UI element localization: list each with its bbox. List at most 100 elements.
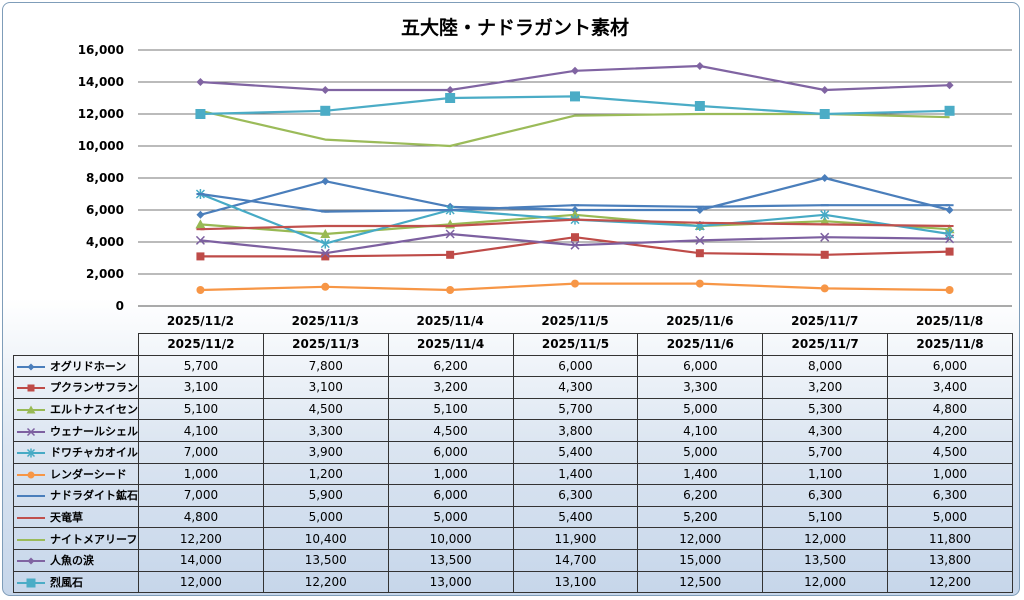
table-cell: 12,000 [138, 570, 264, 594]
table-cell: 1,000 [387, 462, 514, 486]
marker-diamond [27, 557, 35, 565]
series-line [200, 109, 950, 148]
marker-x-stroke [820, 232, 830, 242]
table-cell: 4,300 [762, 419, 889, 442]
legend-key [17, 448, 45, 458]
x-tick-label: 2025/11/5 [541, 314, 608, 328]
marker-circle [27, 471, 35, 479]
table-column-header: 2025/11/7 [762, 333, 889, 356]
table-cell: 5,700 [762, 440, 889, 464]
series-label: エルトナスイセン [13, 397, 139, 421]
table-cell: 4,800 [138, 505, 264, 529]
table-cell: 11,800 [887, 527, 1013, 550]
table-cell: 3,100 [138, 376, 264, 399]
data-point [321, 252, 330, 261]
data-point [445, 229, 455, 239]
table-cell: 6,000 [637, 354, 764, 378]
marker-x-stroke [320, 248, 330, 258]
data-point [695, 206, 704, 214]
data-point [820, 209, 830, 220]
series-name: ドワチャカオイル [50, 446, 138, 460]
data-point [196, 252, 205, 261]
table-row: ウェナールシェル 4,100 3,300 4,500 3,800 4,100 4,300 4,… [13, 419, 1013, 442]
series-label: 人魚の涙 [13, 548, 139, 572]
table-column-header: 2025/11/4 [387, 333, 514, 356]
series-name: ナイトメアリーフ [50, 532, 138, 546]
table-cell: 5,200 [637, 505, 764, 529]
data-point [320, 238, 330, 249]
table-cell: 7,000 [138, 440, 264, 464]
table-cell: 4,500 [262, 397, 389, 421]
data-point [820, 86, 829, 94]
data-point [944, 105, 955, 116]
table-row: オグリドホーン 5,700 7,800 6,200 6,000 6,000 8,000 6,0… [13, 354, 1013, 378]
table-cell: 6,200 [387, 354, 514, 378]
table-cell: 4,500 [887, 440, 1013, 464]
table-column-header: 2025/11/3 [262, 333, 389, 356]
table-cell: 3,800 [512, 419, 639, 442]
data-point [571, 66, 579, 75]
table-cell: 4,100 [138, 419, 264, 442]
table-cell: 12,000 [762, 570, 889, 594]
data-point [945, 247, 954, 256]
data-point [945, 206, 954, 214]
table-cell: 3,200 [387, 376, 514, 399]
table-cell: 12,200 [887, 570, 1013, 594]
table-cell: 1,100 [762, 462, 889, 486]
legend-key [17, 471, 45, 479]
legend-key [17, 538, 45, 541]
table-cell: 13,500 [262, 548, 389, 572]
table-cell: 1,400 [637, 462, 764, 486]
y-tick-label: 12,000 [78, 107, 124, 121]
data-table: 2025/11/2 2025/11/3 2025/11/4 2025/11/5 2025… [13, 333, 1013, 594]
table-cell: 5,000 [262, 505, 389, 529]
series-name: 烈風石 [50, 575, 83, 589]
data-point [695, 279, 704, 288]
data-point [320, 248, 330, 258]
table-cell: 5,000 [887, 505, 1013, 529]
table-cell: 1,400 [512, 462, 639, 486]
table-cell: 3,300 [262, 419, 389, 442]
marker-x-stroke [445, 229, 455, 239]
data-point [695, 62, 704, 70]
data-point [320, 105, 331, 116]
x-tick-label: 2025/11/6 [666, 314, 733, 328]
table-cell: 13,000 [387, 570, 514, 594]
table-cell: 5,900 [262, 484, 389, 507]
table-cell: 5,700 [512, 397, 639, 421]
table-cell: 12,000 [637, 527, 764, 550]
table-cell: 5,000 [387, 505, 514, 529]
table-cell: 12,200 [262, 570, 389, 594]
data-point [195, 235, 205, 245]
table-cell: 10,000 [387, 527, 514, 550]
table-row: プクランサフラン 3,100 3,100 3,200 4,300 3,300 3,200 3,… [13, 376, 1013, 399]
legend-key [17, 405, 45, 414]
table-cell: 14,000 [138, 548, 264, 572]
table-row: レンダーシード 1,000 1,200 1,000 1,400 1,400 1,100 1,0… [13, 462, 1013, 486]
table-cell: 5,100 [387, 397, 514, 421]
table-cell: 15,000 [637, 548, 764, 572]
series-label: ドワチャカオイル [13, 440, 139, 464]
series-label: レンダーシード [13, 462, 139, 486]
series-label: 天竜草 [13, 505, 139, 529]
table-row: 人魚の涙 14,000 13,500 13,500 14,700 15,000 13,500… [13, 548, 1013, 572]
y-tick-label: 10,000 [78, 139, 124, 153]
table-cell: 3,300 [637, 376, 764, 399]
table-cell: 5,300 [762, 397, 889, 421]
table-cell: 13,500 [387, 548, 514, 572]
table-cell: 14,700 [512, 548, 639, 572]
data-point [945, 229, 955, 239]
marker-square [27, 384, 35, 392]
data-point [820, 232, 830, 242]
y-tick-label: 4,000 [86, 235, 124, 249]
series-name: プクランサフラン [50, 381, 138, 395]
data-point [195, 219, 206, 229]
table-cell: 1,000 [138, 462, 264, 486]
y-tick-label: 0 [116, 299, 124, 313]
table-cell: 6,000 [512, 354, 639, 378]
data-point [945, 286, 954, 294]
legend-key [17, 384, 45, 392]
data-point [321, 86, 330, 94]
data-point [820, 250, 829, 259]
table-cell: 13,100 [512, 570, 639, 594]
